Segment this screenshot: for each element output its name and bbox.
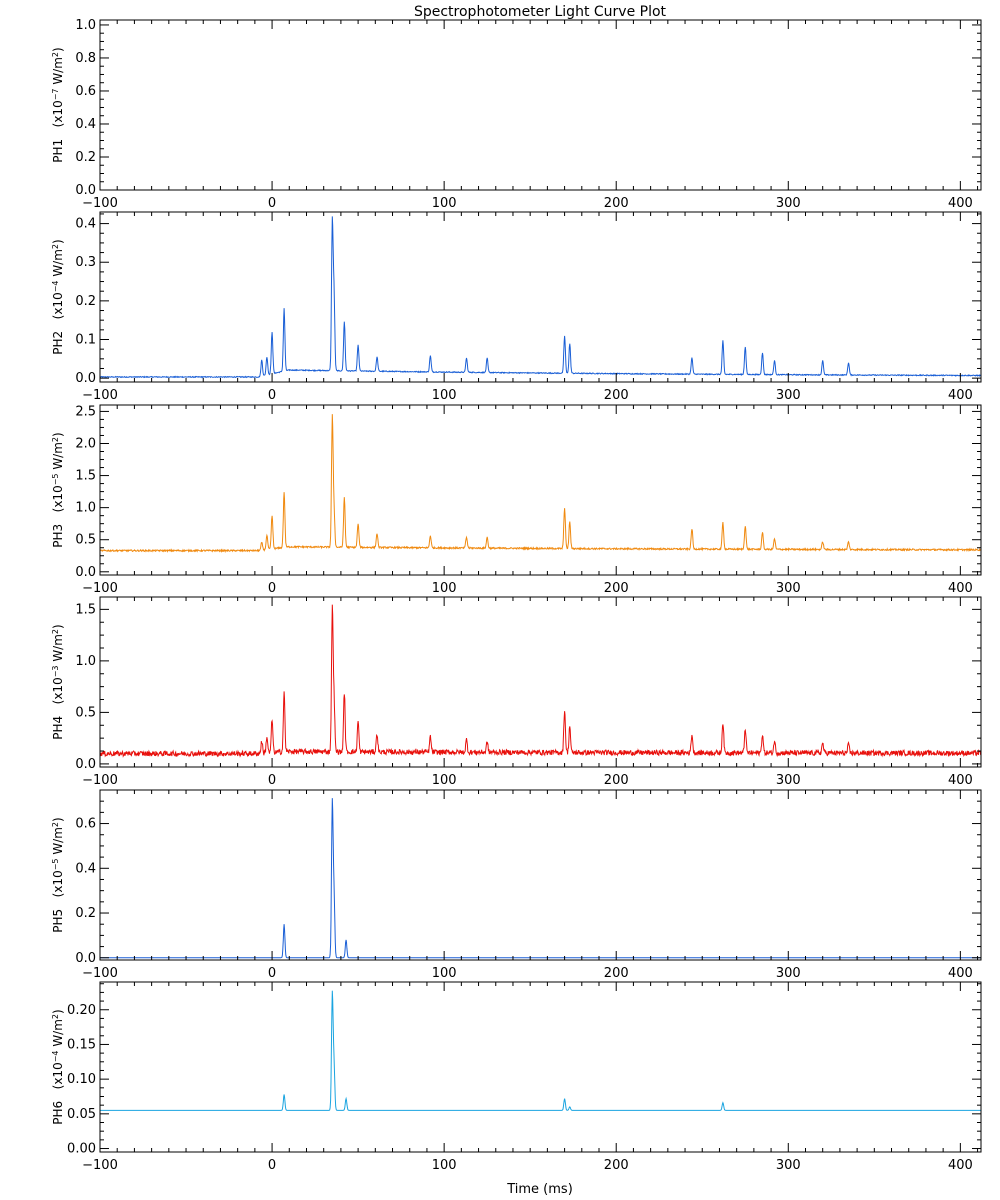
panel-ph5: −100 0 100 200 300 400 0.0 0.2 0.4 0.6 PH5 (x10−5 … (51, 789, 982, 981)
y-axis-label: PH5 (x10−5 W/m2) (51, 817, 66, 932)
y-tick-label: 0.15 (67, 1037, 96, 1052)
chart-title: Spectrophotometer Light Curve Plot (414, 4, 667, 20)
y-tick-label: 0.10 (67, 1072, 96, 1087)
x-tick-label: 200 (604, 966, 629, 981)
y-tick-label: 1.5 (75, 602, 96, 617)
x-tick-label: 400 (948, 388, 973, 403)
x-tick-label: 300 (776, 581, 801, 596)
x-tick-label: −100 (82, 966, 118, 981)
x-tick-label: 0 (268, 773, 276, 788)
y-tick-label: 0.4 (75, 861, 96, 876)
y-tick-label: 0.4 (75, 117, 96, 132)
series-ph3 (99, 414, 982, 554)
plot-frame (99, 789, 982, 961)
x-tick-label: 300 (776, 196, 801, 211)
y-tick-label: 0.05 (67, 1107, 96, 1122)
series-ph2 (99, 216, 982, 379)
plot-frame (99, 596, 982, 768)
x-tick-label: −100 (82, 196, 118, 211)
x-tick-label: 0 (268, 581, 276, 596)
x-tick-label: 200 (604, 1158, 629, 1173)
y-axis-label: PH3 (x10−5 W/m2) (51, 432, 66, 547)
x-tick-label: 400 (948, 196, 973, 211)
x-tick-label: 200 (604, 196, 629, 211)
series-ph4 (99, 604, 982, 758)
y-tick-label: 0.3 (75, 255, 96, 270)
x-tick-label: 300 (776, 1158, 801, 1173)
x-tick-label: 100 (432, 1158, 457, 1173)
x-tick-label: −100 (82, 581, 118, 596)
y-axis-label: PH2 (x10−4 W/m2) (51, 239, 66, 354)
x-tick-label: 200 (604, 388, 629, 403)
y-tick-label: 0.1 (75, 333, 96, 348)
y-tick-label: 0.2 (75, 294, 96, 309)
x-tick-label: −100 (82, 773, 118, 788)
y-tick-label: 0.4 (75, 217, 96, 232)
series-ph6 (100, 990, 981, 1111)
y-axis-label: PH6 (x10−4 W/m2) (51, 1009, 66, 1124)
y-tick-label: 2.0 (75, 436, 96, 451)
x-tick-label: 100 (432, 388, 457, 403)
y-tick-label: 0.8 (75, 51, 96, 66)
y-axis-label: PH4 (x10−3 W/m2) (51, 624, 66, 739)
plot-frame (99, 404, 982, 576)
plot-frame (99, 981, 982, 1153)
x-tick-label: 100 (432, 966, 457, 981)
y-tick-label: 0.00 (67, 1142, 96, 1157)
x-tick-label: 0 (268, 966, 276, 981)
panel-ph4: −100 0 100 200 300 400 0.0 0.5 1.0 1.5 PH4 (x10−3 … (51, 596, 982, 788)
y-tick-label: 0.0 (75, 183, 96, 198)
y-tick-label: 0.0 (75, 371, 96, 386)
series-ph5 (100, 798, 981, 959)
x-axis-label: Time (ms) (506, 1182, 573, 1197)
y-tick-label: 0.2 (75, 906, 96, 921)
x-tick-label: −100 (82, 1158, 118, 1173)
y-tick-label: 0.20 (67, 1003, 96, 1018)
x-tick-label: 100 (432, 581, 457, 596)
y-tick-label: 0.0 (75, 565, 96, 580)
y-tick-label: 0.6 (75, 817, 96, 832)
x-tick-label: 0 (268, 196, 276, 211)
x-tick-label: 400 (948, 966, 973, 981)
x-tick-label: 100 (432, 196, 457, 211)
x-tick-label: 100 (432, 773, 457, 788)
x-tick-label: 300 (776, 773, 801, 788)
y-tick-label: 2.5 (75, 404, 96, 419)
y-tick-label: 0.6 (75, 84, 96, 99)
y-tick-label: 0.0 (75, 951, 96, 966)
y-tick-label: 0.5 (75, 533, 96, 548)
x-tick-label: 400 (948, 581, 973, 596)
y-tick-label: 0.5 (75, 705, 96, 720)
y-tick-label: 1.0 (75, 654, 96, 669)
y-tick-label: 1.5 (75, 469, 96, 484)
y-tick-label: 0.2 (75, 150, 96, 165)
panel-ph1: −100 0 100 200 300 400 0.0 0.2 0.4 0.6 0.8 1.0 PH1 (… (51, 18, 982, 211)
panel-ph6: −100 0 100 200 300 400 0.00 0.05 0.10 0.15 0.20PH6… (51, 981, 982, 1173)
x-tick-label: −100 (82, 388, 118, 403)
x-tick-label: 300 (776, 966, 801, 981)
plot-frame (99, 19, 982, 191)
x-tick-label: 400 (948, 1158, 973, 1173)
x-tick-label: 200 (604, 581, 629, 596)
plot-frame (99, 211, 982, 383)
y-tick-label: 1.0 (75, 18, 96, 33)
panel-ph2: −100 0 100 200 300 400 0.0 0.1 0.2 0.3 0.4 PH2 (x10… (51, 211, 982, 403)
x-tick-label: 400 (948, 773, 973, 788)
x-tick-label: 300 (776, 388, 801, 403)
y-tick-label: 1.0 (75, 501, 96, 516)
x-tick-label: 200 (604, 773, 629, 788)
x-tick-label: 0 (268, 388, 276, 403)
y-axis-label: PH1 (x10−7 W/m2) (51, 47, 66, 162)
panel-ph3: −100 0 100 200 300 400 0.0 0.5 1.0 1.5 2.0 2.5 PH3 (… (51, 404, 982, 596)
y-tick-label: 0.0 (75, 757, 96, 772)
x-tick-label: 0 (268, 1158, 276, 1173)
